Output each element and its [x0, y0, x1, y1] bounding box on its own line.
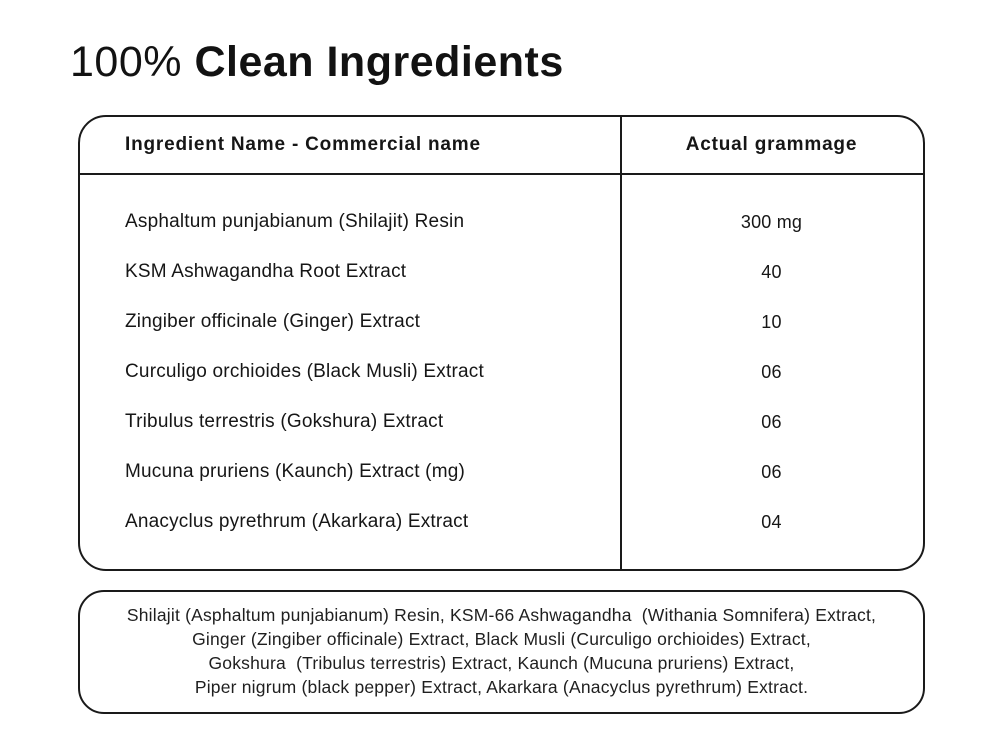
summary-line: Ginger (Zingiber officinale) Extract, Bl…	[192, 629, 811, 650]
grammage-value-cell: 300 mg	[740, 211, 803, 232]
table-row: Mucuna pruriens (Kaunch) Extract (mg) 06	[80, 447, 923, 497]
page-title-main: Clean Ingredients	[194, 38, 564, 86]
ingredients-table: Ingredient Name - Commercial name Actual…	[78, 115, 925, 572]
ingredient-name-cell: Mucuna pruriens (Kaunch) Extract (mg)	[125, 461, 466, 483]
ingredients-summary-box: Shilajit (Asphaltum punjabianum) Resin, …	[78, 590, 925, 715]
table-header-row: Ingredient Name - Commercial name Actual…	[80, 117, 923, 176]
column-divider-line	[620, 117, 622, 570]
ingredient-name-cell: Anacyclus pyrethrum (Akarkara) Extract	[125, 511, 469, 533]
ingredients-label-page: 100% Clean Ingredients Ingredient Name -…	[70, 38, 1000, 715]
summary-line: Piper nigrum (black pepper) Extract, Aka…	[194, 677, 809, 698]
grammage-value-cell: 06	[761, 461, 782, 482]
table-row: Tribulus terrestris (Gokshura) Extract 0…	[80, 397, 923, 447]
table-row: Zingiber officinale (Ginger) Extract 10	[80, 297, 923, 347]
grammage-value-cell: 10	[761, 311, 782, 332]
table-body: Asphaltum punjabianum (Shilajit) Resin 3…	[80, 175, 923, 569]
grammage-value-cell: 06	[761, 411, 782, 432]
ingredient-name-cell: Tribulus terrestris (Gokshura) Extract	[125, 411, 444, 433]
ingredient-name-cell: Asphaltum punjabianum (Shilajit) Resin	[125, 211, 465, 233]
summary-line: Shilajit (Asphaltum punjabianum) Resin, …	[126, 605, 877, 626]
page-title: 100% Clean Ingredients	[70, 38, 1000, 87]
column-header-ingredient-name: Ingredient Name - Commercial name	[125, 134, 481, 156]
ingredient-name-cell: KSM Ashwagandha Root Extract	[125, 261, 407, 283]
grammage-value-cell: 04	[761, 511, 782, 532]
table-row: Asphaltum punjabianum (Shilajit) Resin 3…	[80, 197, 923, 247]
grammage-value-cell: 40	[761, 261, 782, 282]
table-row: KSM Ashwagandha Root Extract 40	[80, 247, 923, 297]
ingredient-name-cell: Curculigo orchioides (Black Musli) Extra…	[125, 361, 484, 383]
table-row: Curculigo orchioides (Black Musli) Extra…	[80, 347, 923, 397]
page-title-prefix: 100%	[70, 38, 195, 86]
grammage-value-cell: 06	[761, 361, 782, 382]
ingredient-name-cell: Zingiber officinale (Ginger) Extract	[125, 311, 421, 333]
column-header-actual-grammage: Actual grammage	[685, 134, 858, 156]
summary-line: Gokshura (Tribulus terrestris) Extract, …	[208, 653, 795, 674]
table-row: Anacyclus pyrethrum (Akarkara) Extract 0…	[80, 497, 923, 547]
